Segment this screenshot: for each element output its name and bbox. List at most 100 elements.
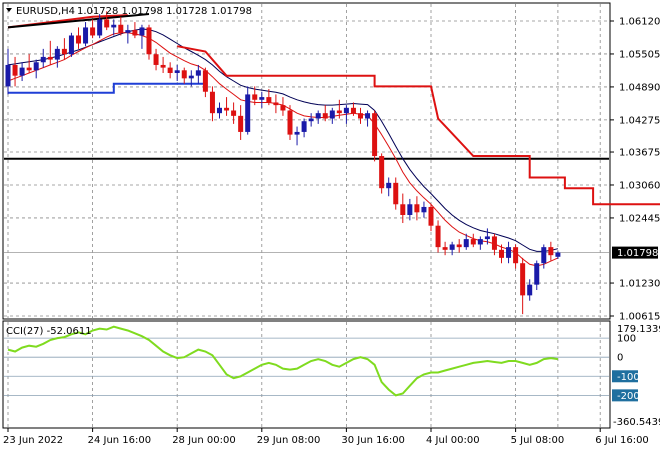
candle: [118, 16, 124, 36]
candle-body: [125, 30, 131, 33]
candle-body: [520, 263, 526, 296]
candle-body: [449, 244, 455, 250]
price-tick-label: 1.04275: [619, 115, 660, 126]
candle: [174, 64, 180, 82]
cci-level-label: 0: [617, 353, 623, 364]
candle: [308, 113, 314, 127]
candle: [104, 11, 110, 31]
dropdown-triangle-icon[interactable]: [6, 8, 12, 12]
candle: [421, 201, 427, 218]
candle: [181, 67, 187, 84]
candle-body: [534, 263, 540, 285]
candle: [336, 99, 342, 119]
candle: [393, 177, 399, 210]
candle: [153, 48, 159, 71]
candle-body: [548, 247, 554, 256]
candle: [132, 22, 138, 39]
price-tick-label: 1.06120: [619, 17, 660, 28]
candle: [287, 105, 293, 140]
candle-body: [365, 113, 371, 119]
candle-body: [287, 110, 293, 135]
price-axis: 1.06120 1.05505 1.04890 1.04275 1.03675 1.030…: [610, 17, 660, 323]
candle-body: [273, 102, 279, 106]
candle: [456, 239, 462, 253]
candle-body: [90, 27, 96, 36]
candle: [555, 251, 561, 259]
cci-axis-bottom: -360.5439: [613, 417, 660, 428]
price-tick-label: 1.03060: [619, 180, 660, 191]
candle-body: [68, 35, 74, 55]
candle: [160, 56, 166, 73]
symbol-label: EURUSD,H4: [16, 6, 75, 17]
cci-axis-top: 179.1339: [617, 324, 660, 335]
candle-body: [26, 67, 32, 71]
candle-body: [139, 27, 145, 36]
candle-body: [470, 239, 476, 245]
candle: [188, 70, 194, 87]
price-tick-label: 1.02445: [619, 213, 660, 224]
candle: [47, 40, 53, 65]
candle-body: [329, 110, 335, 119]
candle: [231, 102, 237, 124]
candle-body: [47, 56, 53, 60]
time-axis: 23 Jun 2022 24 Jun 16:00 28 Jun 00:00 29 Ju…: [3, 428, 649, 446]
candle: [534, 260, 540, 291]
candle: [442, 241, 448, 256]
candle-body: [118, 24, 124, 33]
candle-body: [477, 239, 483, 245]
candle-body: [294, 131, 300, 135]
candle: [61, 38, 67, 60]
candle: [386, 177, 392, 197]
candle: [484, 228, 490, 245]
candle-body: [104, 19, 110, 28]
candle: [329, 107, 335, 124]
candle: [435, 220, 441, 253]
candle-body: [61, 48, 67, 55]
moving-average-slow: [7, 28, 559, 252]
candle-body: [97, 19, 103, 36]
candle-body: [19, 67, 25, 76]
candle-body: [379, 156, 385, 189]
cci-series-line: [7, 325, 559, 397]
time-tick-label: 23 Jun 2022: [3, 435, 63, 446]
candle: [280, 97, 286, 116]
support-line: [8, 82, 206, 94]
candle: [209, 86, 215, 122]
current-price-tag: [612, 246, 658, 259]
candle-body: [195, 70, 201, 76]
cci-level-label: -100: [617, 372, 640, 383]
candle-body: [393, 182, 399, 205]
price-tick-label: 1.00615: [619, 312, 660, 323]
candle: [33, 59, 39, 79]
cci-axis: 100 0 -100 -200 179.1339 -360.5439: [612, 324, 660, 428]
candle-body: [245, 94, 251, 132]
candle: [477, 236, 483, 250]
candle-body: [160, 64, 166, 68]
candle: [400, 193, 406, 224]
cci-label: CCI(27) -52.0611: [6, 326, 92, 337]
cci-levels: [4, 337, 609, 396]
candle-body: [308, 118, 314, 122]
price-tick-label: 1.05505: [619, 49, 660, 60]
time-tick-label: 28 Jun 00:00: [172, 435, 236, 446]
candle: [202, 67, 208, 98]
candle-body: [421, 206, 427, 213]
candle-body: [202, 70, 208, 92]
candle: [252, 86, 258, 106]
cci-line: [7, 325, 559, 397]
candle: [76, 27, 81, 49]
candle: [90, 19, 96, 39]
candle: [5, 48, 11, 95]
candle: [97, 14, 103, 39]
candle-body: [238, 115, 244, 132]
candle-body: [315, 113, 321, 119]
candle: [125, 24, 131, 44]
time-tick-label: 4 Jul 00:00: [426, 435, 480, 446]
candle-body: [12, 64, 18, 76]
candle-body: [506, 247, 512, 258]
candle-body: [527, 284, 533, 296]
candle-body: [513, 247, 519, 264]
price-tick-label: 1.01230: [619, 279, 660, 290]
